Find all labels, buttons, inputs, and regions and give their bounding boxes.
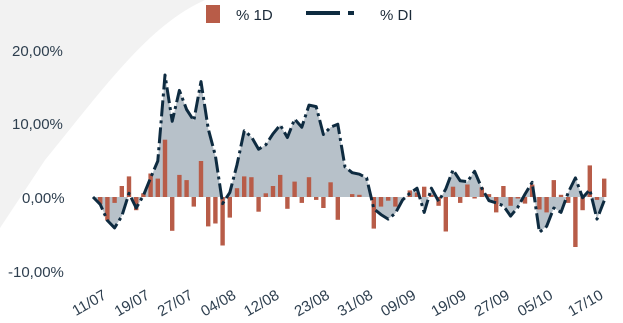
bar-1d <box>515 197 520 199</box>
bar-1d <box>458 197 463 203</box>
bar-1d <box>170 197 175 231</box>
bar-1d <box>537 197 542 210</box>
bar-1d <box>429 194 434 197</box>
bar-1d <box>522 197 528 204</box>
x-tick-label: 31/08 <box>335 287 376 320</box>
bar-1d <box>256 197 261 212</box>
background-swoosh <box>0 0 205 228</box>
bar-1d <box>234 188 240 197</box>
bar-1d <box>472 197 477 199</box>
bar-1d <box>494 197 499 213</box>
bar-1d <box>602 178 607 197</box>
bar-1d <box>587 165 592 197</box>
bar-1d <box>321 197 326 208</box>
bar-1d <box>155 178 160 197</box>
x-tick-label: 17/10 <box>565 287 606 320</box>
bar-1d <box>558 194 564 197</box>
y-tick-label: -10,00% <box>8 264 64 281</box>
bar-1d <box>508 197 513 206</box>
bar-series-1d <box>98 139 607 247</box>
x-tick-label: 11/07 <box>69 287 109 320</box>
bar-1d <box>191 197 196 207</box>
x-tick-label: 19/07 <box>112 287 153 320</box>
bar-1d <box>580 197 585 211</box>
bar-1d <box>98 197 103 205</box>
bar-1d <box>299 197 304 203</box>
bar-1d <box>227 197 232 218</box>
x-tick-label: 27/07 <box>155 287 196 320</box>
bar-1d <box>357 194 362 197</box>
di-line <box>91 73 606 234</box>
x-axis: 11/07 19/07 27/07 04/08 12/08 23/08 31/08 09/09… <box>69 287 606 320</box>
bar-1d <box>292 181 297 197</box>
bar-1d <box>220 197 225 246</box>
x-tick-label: 27/09 <box>472 287 513 320</box>
bar-1d <box>378 197 384 207</box>
bar-1d <box>594 197 600 200</box>
bar-1d <box>184 180 189 197</box>
bar-1d <box>126 176 132 197</box>
legend: % 1D % DI <box>206 5 413 24</box>
bar-1d <box>206 197 211 227</box>
bar-1d <box>249 177 254 197</box>
x-tick-label: 19/09 <box>428 287 469 320</box>
bar-1d <box>465 184 470 197</box>
bar-1d <box>278 174 283 197</box>
bar-1d <box>177 174 182 197</box>
bar-1d <box>393 197 398 207</box>
bar-1d <box>328 182 333 197</box>
di-line-layer <box>91 73 606 234</box>
bar-1d <box>242 176 247 197</box>
bar-1d <box>371 197 376 229</box>
bar-1d <box>566 197 571 203</box>
bar-1d <box>263 193 268 197</box>
x-tick-label: 09/09 <box>378 287 419 320</box>
y-tick-label: 0,00% <box>22 190 65 207</box>
bar-1d <box>148 173 153 197</box>
bar-1d <box>350 194 355 197</box>
bar-1d <box>105 197 110 221</box>
legend-label-di: % DI <box>380 7 413 24</box>
bar-1d <box>119 186 124 197</box>
legend-swatch-1d <box>206 5 220 23</box>
bar-1d <box>422 186 427 197</box>
bar-1d <box>270 186 276 197</box>
bar-1d <box>544 197 549 213</box>
x-tick-label: 23/08 <box>292 287 333 320</box>
bar-1d <box>198 161 204 197</box>
y-tick-label: 10,00% <box>12 116 63 133</box>
bar-1d <box>414 192 420 197</box>
x-tick-label: 05/10 <box>515 287 556 320</box>
y-axis: 20,00% 10,00% 0,00% -10,00% <box>8 43 65 281</box>
bar-1d <box>285 197 290 209</box>
x-tick-label: 12/08 <box>241 287 282 320</box>
bar-1d <box>443 197 448 232</box>
bar-1d <box>386 197 391 201</box>
bar-1d <box>551 180 556 197</box>
bar-1d <box>436 197 441 206</box>
bar-1d <box>141 193 146 197</box>
bar-1d <box>112 197 117 203</box>
bar-1d <box>486 194 492 197</box>
bar-1d <box>306 177 312 197</box>
bar-1d <box>335 197 340 220</box>
bar-1d <box>573 197 578 247</box>
bar-1d <box>501 186 506 197</box>
legend-label-1d: % 1D <box>236 7 273 24</box>
bar-1d <box>213 197 218 224</box>
x-tick-label: 04/08 <box>198 287 239 320</box>
bar-1d <box>479 187 484 197</box>
y-tick-label: 20,00% <box>12 43 63 60</box>
bar-1d <box>162 139 168 197</box>
bar-1d <box>134 197 139 211</box>
bar-1d <box>450 186 456 197</box>
bar-1d <box>314 197 319 200</box>
